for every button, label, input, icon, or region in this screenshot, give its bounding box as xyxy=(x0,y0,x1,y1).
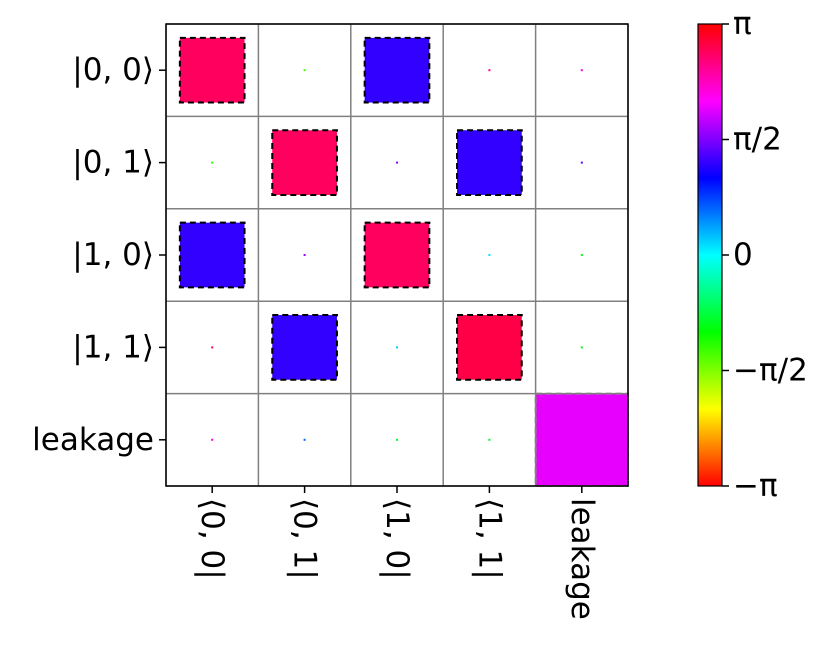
cell-r1-c2 xyxy=(396,161,398,164)
colorbar-ticks: π π/2 0 −π/2 −π xyxy=(722,6,808,504)
cell-r1-c4 xyxy=(580,161,583,164)
row-label: leakage xyxy=(32,422,154,458)
cell-r2-c4 xyxy=(580,254,583,256)
cell-r4-c1 xyxy=(303,438,306,441)
colorbar: π π/2 0 −π/2 −π xyxy=(697,6,808,504)
cell-r1-c3 xyxy=(456,129,523,196)
col-label: ⟨1, 1| xyxy=(471,498,507,580)
colorbar-tick-label: π/2 xyxy=(733,122,782,158)
cells-layer xyxy=(178,36,629,488)
colorbar-tick-label: 0 xyxy=(733,237,753,273)
colorbar-tick-label: π xyxy=(733,6,752,42)
cell-r4-c3 xyxy=(488,438,491,441)
col-label: ⟨0, 0| xyxy=(194,498,230,580)
col-label: leakage xyxy=(564,498,600,620)
cell-r3-c1 xyxy=(271,314,338,381)
cell-r4-c0 xyxy=(211,438,214,441)
cell-r3-c4 xyxy=(580,346,583,349)
row-label: |1, 0⟩ xyxy=(72,237,154,273)
cell-r1-c0 xyxy=(211,161,214,164)
col-label: ⟨1, 0| xyxy=(379,498,415,580)
cell-r0-c1 xyxy=(303,69,306,72)
cell-r0-c3 xyxy=(488,69,491,72)
cell-r2-c0 xyxy=(178,221,246,289)
colorbar-tick-label: −π xyxy=(733,468,778,504)
cell-r2-c3 xyxy=(488,254,491,256)
cell-r1-c1 xyxy=(271,129,338,196)
cell-r4-c4 xyxy=(534,392,629,488)
cell-r3-c3 xyxy=(456,314,523,381)
colorbar-tick-label: −π/2 xyxy=(733,353,808,389)
colorbar-bar xyxy=(697,23,723,487)
row-labels: |0, 0⟩ |0, 1⟩ |1, 0⟩ |1, 1⟩ leakage xyxy=(32,52,166,458)
cell-r4-c2 xyxy=(396,438,398,441)
cell-r3-c0 xyxy=(211,346,214,349)
cell-r2-c2 xyxy=(363,221,431,289)
cell-r3-c2 xyxy=(396,346,398,349)
cell-r0-c0 xyxy=(178,36,246,104)
row-label: |0, 1⟩ xyxy=(72,145,154,181)
row-label: |0, 0⟩ xyxy=(72,52,154,88)
cell-r0-c2 xyxy=(363,36,431,104)
col-labels: ⟨0, 0| ⟨0, 1| ⟨1, 0| ⟨1, 1| leakage xyxy=(194,486,600,620)
row-label: |1, 1⟩ xyxy=(72,329,154,365)
cell-r2-c1 xyxy=(303,254,306,256)
cell-r0-c4 xyxy=(580,69,583,72)
col-label: ⟨0, 1| xyxy=(287,498,323,580)
